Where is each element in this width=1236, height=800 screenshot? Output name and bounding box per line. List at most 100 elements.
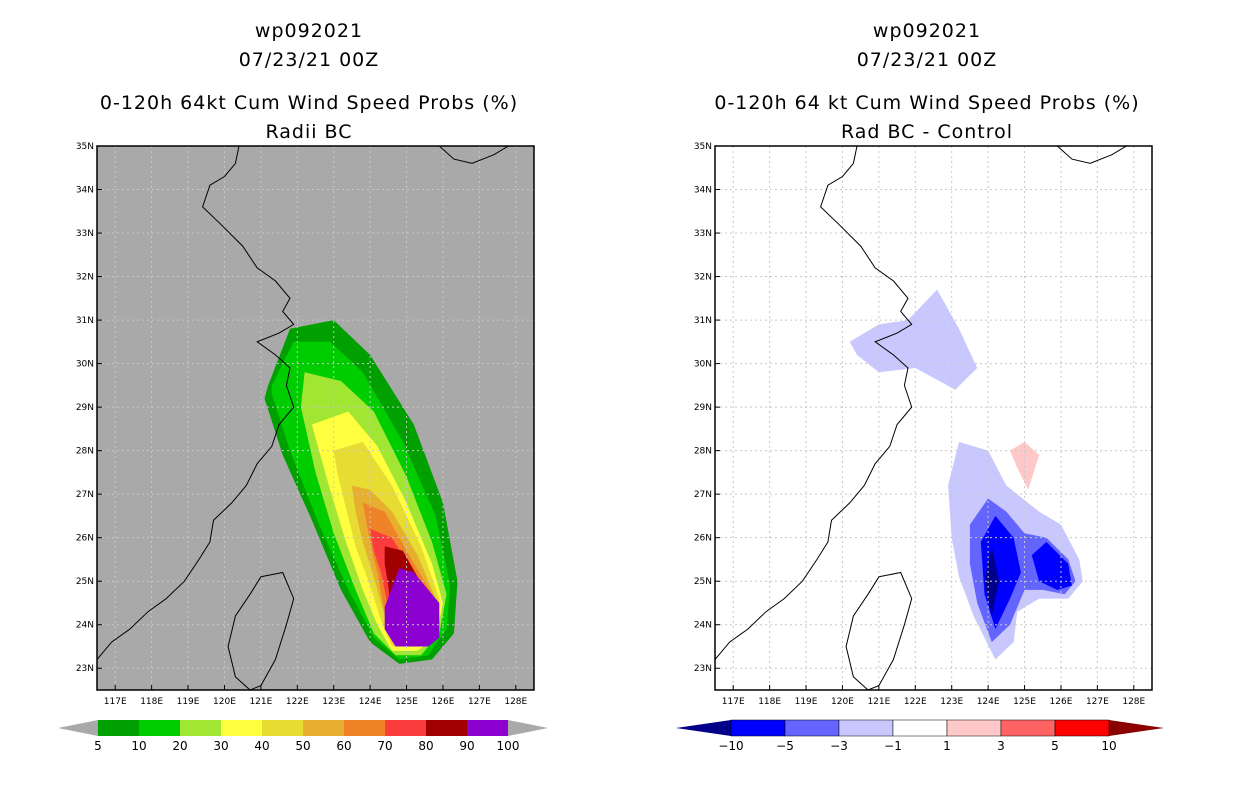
right-ytick-label-34N: 34N [694, 186, 712, 196]
left-colorbar-label-90: 90 [459, 739, 474, 753]
left-ytick-label-30N: 30N [76, 360, 94, 370]
right-title-product: 0-120h 64 kt Cum Wind Speed Probs (%) [714, 92, 1140, 114]
left-coastline-korea [438, 146, 509, 164]
left-colorbar-label-100: 100 [497, 739, 520, 753]
right-xtick-label-126E: 126E [1050, 697, 1073, 707]
right-colorbar-label--3: −3 [830, 739, 848, 753]
left-xtick-label-123E: 123E [322, 697, 345, 707]
left-plot-area [97, 146, 534, 690]
left-colorbar-cell-8 [426, 720, 467, 736]
left-coastline-china [97, 146, 295, 660]
left-colorbar-cell-6 [344, 720, 385, 736]
right-coastline-china [715, 146, 913, 660]
right-contour--5-4 [1031, 542, 1072, 590]
left-contour-90-9 [384, 568, 440, 647]
left-ytick-label-32N: 32N [76, 273, 94, 283]
left-xtick-label-119E: 119E [177, 697, 200, 707]
right-ytick-label-23N: 23N [694, 664, 712, 674]
right-ytick-label-26N: 26N [694, 534, 712, 544]
left-xtick-label-122E: 122E [286, 697, 309, 707]
right-plot-area [715, 146, 1152, 690]
right-panel: wp092021 07/23/21 00Z 0-120h 64 kt Cum W… [618, 0, 1236, 800]
left-colorbar-label-30: 30 [213, 739, 228, 753]
left-xtick-label-124E: 124E [359, 697, 382, 707]
left-panel: wp092021 07/23/21 00Z 0-120h 64kt Cum Wi… [58, 20, 548, 753]
right-xtick-label-125E: 125E [1013, 697, 1036, 707]
left-colorbar-cell-3 [221, 720, 262, 736]
right-contour--1-0 [849, 289, 978, 390]
right-ytick-label-27N: 27N [694, 490, 712, 500]
right-xtick-label-117E: 117E [722, 697, 745, 707]
left-ytick-label-28N: 28N [76, 447, 94, 457]
right-colorbar-cell-6 [1000, 719, 1056, 737]
left-colorbar-cell-9 [467, 720, 508, 736]
right-xtick-label-124E: 124E [977, 697, 1000, 707]
right-colorbar-label--5: −5 [776, 739, 794, 753]
right-colorbar-cell-4 [892, 719, 948, 737]
right-colorbar-label--10: −10 [718, 739, 743, 753]
left-ytick-label-25N: 25N [76, 577, 94, 587]
right-colorbar-lowend [676, 720, 731, 736]
left-coastline-taiwan [227, 571, 295, 690]
right-ytick-label-29N: 29N [694, 403, 712, 413]
left-ytick-label-29N: 29N [76, 403, 94, 413]
right-colorbar-label-5: 5 [1051, 739, 1059, 753]
left-colorbar-label-40: 40 [254, 739, 269, 753]
left-colorbar-cell-5 [303, 720, 344, 736]
left-ytick-label-31N: 31N [76, 316, 94, 326]
right-xtick-label-120E: 120E [831, 697, 854, 707]
right-colorbar-label--1: −1 [884, 739, 902, 753]
left-colorbar-label-80: 80 [418, 739, 433, 753]
left-title-storm: wp092021 [254, 20, 364, 42]
right-plot-frame [714, 145, 1153, 691]
left-xtick-label-127E: 127E [468, 697, 491, 707]
left-colorbar-lowend [58, 720, 98, 736]
right-ytick-label-33N: 33N [694, 229, 712, 239]
left-xtick-label-120E: 120E [213, 697, 236, 707]
left-xtick-label-118E: 118E [140, 697, 163, 707]
left-colorbar-label-70: 70 [377, 739, 392, 753]
right-ytick-label-24N: 24N [694, 621, 712, 631]
right-colorbar-label-1: 1 [943, 739, 951, 753]
left-colorbar-highend [508, 720, 548, 736]
left-ytick-label-27N: 27N [76, 490, 94, 500]
right-colorbar-cell-1 [730, 719, 786, 737]
right-coastline-taiwan [845, 571, 913, 690]
right-title-date: 07/23/21 00Z [856, 49, 998, 71]
left-xtick-label-117E: 117E [104, 697, 127, 707]
right-ytick-label-28N: 28N [694, 447, 712, 457]
right-ytick-label-31N: 31N [694, 316, 712, 326]
right-colorbar-cell-3 [838, 719, 894, 737]
right-xtick-label-119E: 119E [795, 697, 818, 707]
left-colorbar-label-5: 5 [94, 739, 102, 753]
left-colorbar-cell-7 [385, 720, 426, 736]
left-xtick-label-121E: 121E [249, 697, 272, 707]
left-title-subtitle: Radii BC [265, 121, 353, 143]
right-xtick-label-118E: 118E [758, 697, 781, 707]
left-ytick-label-35N: 35N [76, 142, 94, 152]
left-colorbar-label-10: 10 [131, 739, 146, 753]
right-title-storm: wp092021 [872, 20, 982, 42]
right-colorbar-cell-2 [784, 719, 840, 737]
right-plot-background [715, 146, 1152, 690]
right-xtick-label-123E: 123E [940, 697, 963, 707]
left-ytick-label-33N: 33N [76, 229, 94, 239]
left-ytick-label-34N: 34N [76, 186, 94, 196]
left-plot-frame [96, 145, 535, 691]
right-xtick-label-127E: 127E [1086, 697, 1109, 707]
left-colorbar-cell-1 [139, 720, 180, 736]
left-chart-svg: 117E 118E 119E 120E 121E 122E 123E 124E 125E 126E… [58, 142, 548, 753]
right-colorbar-cell-7 [1054, 719, 1110, 737]
left-ytick-label-23N: 23N [76, 664, 94, 674]
right-contour-1-6 [1010, 441, 1040, 490]
left-xtick-label-126E: 126E [432, 697, 455, 707]
left-colorbar-label-20: 20 [172, 739, 187, 753]
right-coastline-korea [1056, 146, 1127, 164]
right-colorbar-cell-5 [946, 719, 1002, 737]
left-ytick-label-24N: 24N [76, 621, 94, 631]
right-colorbar-highend [1109, 720, 1164, 736]
right-chart-svg: 117E 118E 119E 120E 121E 122E 123E 124E 125E 126E… [676, 142, 1164, 753]
right-xtick-label-128E: 128E [1122, 697, 1145, 707]
left-colorbar-label-60: 60 [336, 739, 351, 753]
left-xtick-label-125E: 125E [395, 697, 418, 707]
